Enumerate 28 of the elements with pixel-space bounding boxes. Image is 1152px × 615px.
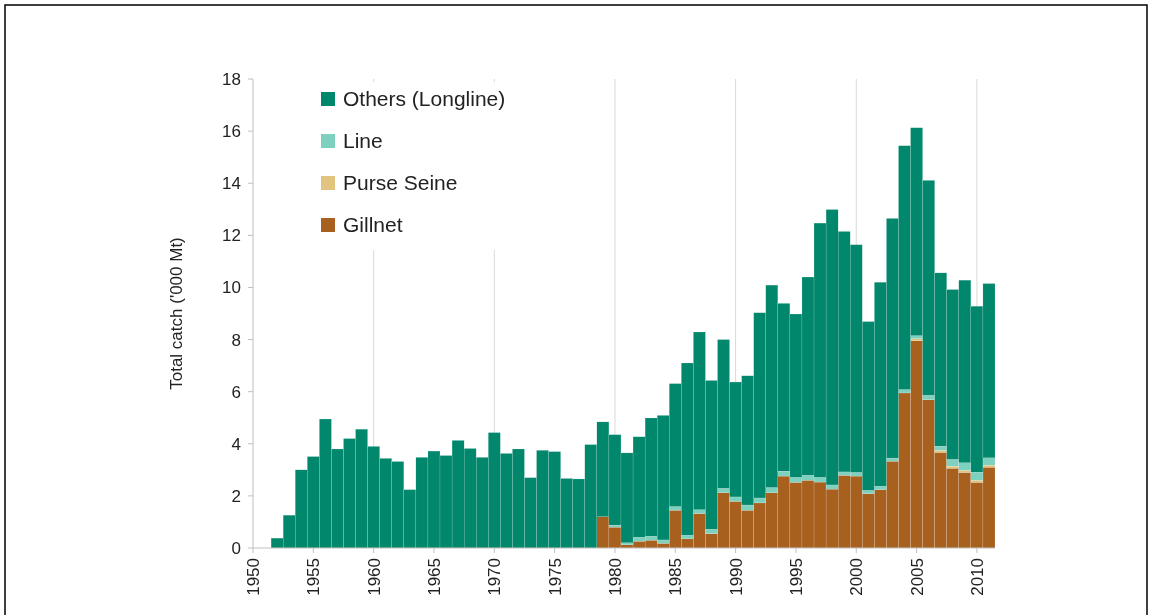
x-tick-label: 1975 — [545, 558, 565, 596]
y-tick-label: 12 — [222, 226, 241, 246]
x-tick-label: 1955 — [304, 558, 324, 596]
x-tick-label: 1980 — [605, 558, 625, 596]
legend-label: Others (Longline) — [343, 87, 506, 111]
x-tick-label: 1995 — [786, 558, 806, 596]
x-tick-label: 1970 — [485, 558, 505, 596]
x-tick-label: 1965 — [424, 558, 444, 596]
x-tick-label: 2005 — [907, 558, 927, 596]
legend-label: Gillnet — [343, 213, 403, 237]
y-tick-label: 2 — [231, 486, 241, 506]
x-tick-label: 1960 — [364, 558, 384, 596]
legend-label: Line — [343, 129, 383, 153]
y-tick-label: 4 — [231, 434, 241, 454]
y-tick-label: 18 — [222, 69, 241, 89]
y-tick-label: 8 — [231, 330, 241, 350]
y-tick-label: 10 — [222, 278, 241, 298]
y-tick-label: 6 — [231, 382, 241, 402]
y-axis-title: Total catch ('000 Mt) — [167, 237, 186, 390]
x-tick-label: 1950 — [243, 558, 263, 596]
y-tick-label: 16 — [222, 122, 241, 142]
legend-label: Purse Seine — [343, 171, 458, 195]
y-tick-label: 14 — [222, 174, 241, 194]
x-tick-label: 1990 — [726, 558, 746, 596]
x-tick-label: 2000 — [847, 558, 867, 596]
x-tick-label: 2010 — [967, 558, 987, 596]
x-tick-label: 1985 — [666, 558, 686, 596]
y-tick-label: 0 — [231, 538, 241, 558]
